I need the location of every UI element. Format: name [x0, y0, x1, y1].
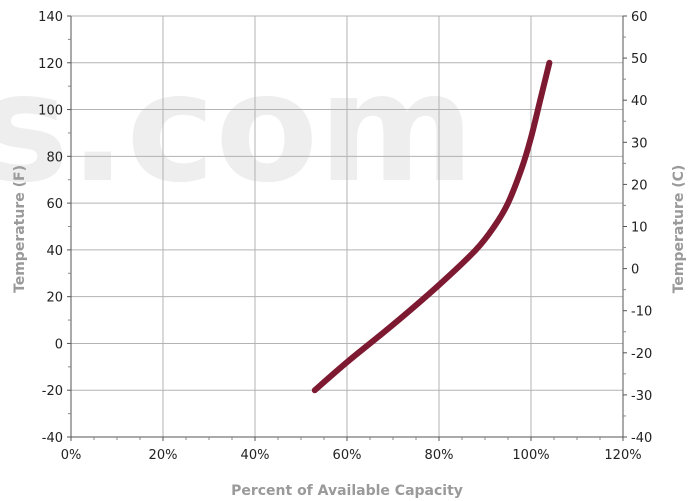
y2-tick-label: 50 — [631, 52, 648, 67]
y-tick-label: 40 — [46, 244, 63, 259]
y-axis-title-left: Temperature (F) — [12, 165, 28, 293]
x-axis-title: Percent of Available Capacity — [231, 483, 463, 499]
y2-tick-label: 10 — [631, 221, 648, 236]
y-axis-title-right: Temperature (C) — [671, 165, 687, 294]
x-tick-label: 80% — [425, 448, 454, 463]
y-tick-label: 100 — [38, 104, 63, 119]
series — [311, 59, 553, 394]
y2-tick-label: 60 — [631, 10, 648, 25]
x-tick-label: 40% — [241, 448, 270, 463]
y2-tick-label: -20 — [631, 347, 652, 362]
y2-tick-label: 20 — [631, 178, 648, 193]
y-tick-label: 80 — [46, 150, 63, 165]
y-tick-label: 0 — [55, 337, 63, 352]
y-tick-label: 120 — [38, 57, 63, 72]
series-line — [311, 59, 553, 394]
y-tick-label: 20 — [46, 291, 63, 306]
x-tick-label: 120% — [604, 448, 641, 463]
y-tick-label: 60 — [46, 197, 63, 212]
y2-tick-label: -30 — [631, 389, 652, 404]
y2-tick-label: -10 — [631, 305, 652, 320]
y-tick-label: 140 — [38, 10, 63, 25]
y2-tick-label: 30 — [631, 136, 648, 151]
y2-tick-label: 40 — [631, 94, 648, 109]
y-tick-label: -40 — [42, 431, 63, 446]
x-tick-label: 100% — [512, 448, 549, 463]
x-tick-label: 20% — [149, 448, 178, 463]
y2-tick-label: -40 — [631, 431, 652, 446]
ticks: 0% 20% 40% 60% 80% 100% 120%-40-20020406080100… — [38, 10, 652, 463]
y2-tick-label: 0 — [631, 263, 639, 278]
x-tick-label: 0% — [61, 448, 82, 463]
watermark: s.com — [0, 42, 475, 216]
x-tick-label: 60% — [333, 448, 362, 463]
y-tick-label: -20 — [42, 384, 63, 399]
